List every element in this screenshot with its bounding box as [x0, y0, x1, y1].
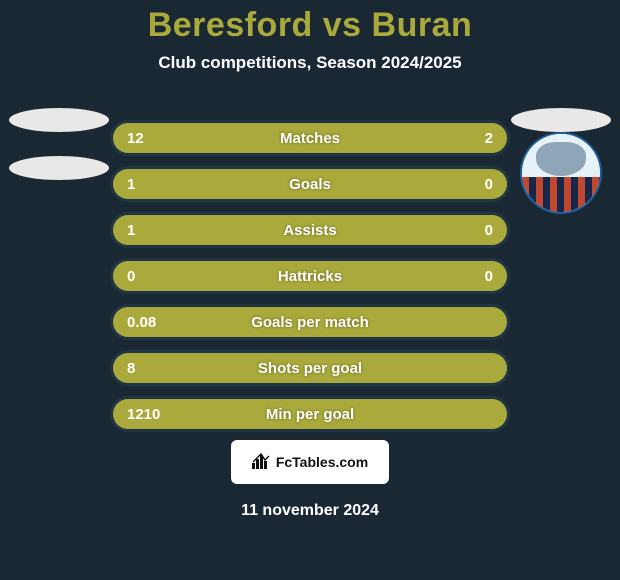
- club-crest-icon: [520, 132, 602, 214]
- stat-value-left: 0: [113, 261, 310, 291]
- stat-value-right: [493, 353, 507, 383]
- site-label: FcTables.com: [276, 454, 368, 470]
- stat-value-left: 0.08: [113, 307, 493, 337]
- player-left-badge: [4, 108, 114, 218]
- stat-value-right: [493, 307, 507, 337]
- stat-bars: 122Matches 10Goals 10Assists 00Hattricks 0.0…: [110, 120, 510, 442]
- site-badge: FcTables.com: [231, 440, 389, 484]
- stat-value-right: 0: [310, 261, 507, 291]
- ellipse-icon: [511, 108, 611, 132]
- stat-value-left: 1: [113, 169, 493, 199]
- ellipse-icon: [9, 156, 109, 180]
- subtitle: Club competitions, Season 2024/2025: [0, 53, 620, 73]
- stat-value-right: [493, 399, 507, 429]
- stat-value-left: 8: [113, 353, 493, 383]
- stat-value-left: 1210: [113, 399, 493, 429]
- footer-date: 11 november 2024: [0, 502, 620, 520]
- stat-row: 00Hattricks: [110, 258, 510, 294]
- stat-value-left: 12: [113, 123, 412, 153]
- stat-row: 1210Min per goal: [110, 396, 510, 432]
- comparison-infographic: Beresford vs Buran Club competitions, Se…: [0, 0, 620, 580]
- stat-row: 8Shots per goal: [110, 350, 510, 386]
- stat-row: 122Matches: [110, 120, 510, 156]
- stat-value-left: 1: [113, 215, 493, 245]
- stat-value-right: 2: [412, 123, 507, 153]
- stat-row: 0.08Goals per match: [110, 304, 510, 340]
- player-right-badge: [506, 108, 616, 218]
- page-title: Beresford vs Buran: [0, 0, 620, 45]
- stat-row: 10Assists: [110, 212, 510, 248]
- chart-icon: [252, 453, 270, 472]
- stat-value-right: 0: [493, 215, 507, 245]
- stat-value-right: 0: [493, 169, 507, 199]
- stat-row: 10Goals: [110, 166, 510, 202]
- ellipse-icon: [9, 108, 109, 132]
